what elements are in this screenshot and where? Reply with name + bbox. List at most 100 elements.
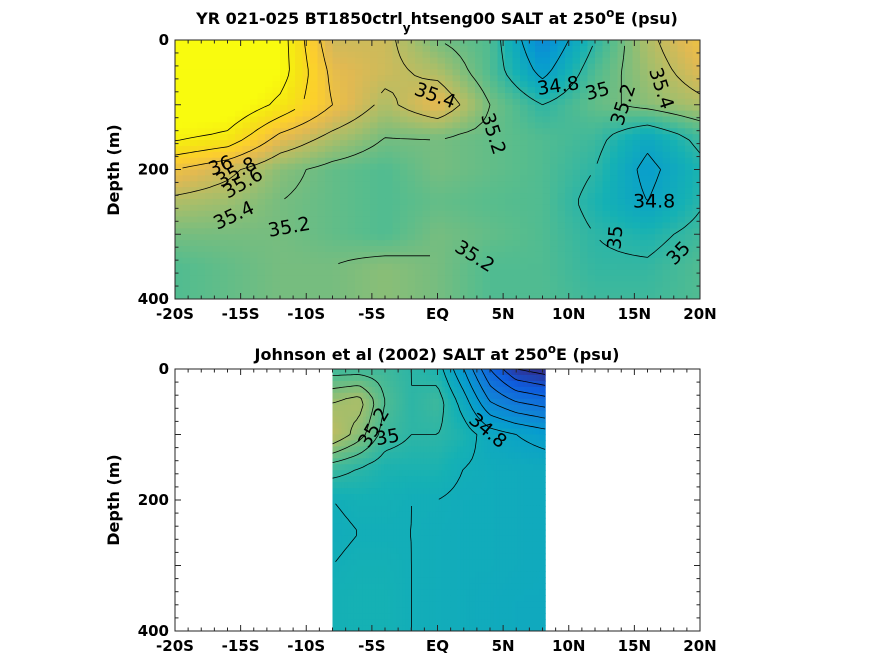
- heatmap-cell: [420, 386, 425, 394]
- heatmap-cell: [250, 45, 259, 53]
- heatmap-cell: [595, 210, 604, 218]
- heatmap-cell: [662, 181, 671, 188]
- heatmap-cell: [341, 440, 346, 447]
- heatmap-cell: [632, 240, 641, 247]
- heatmap-cell: [460, 275, 469, 282]
- heatmap-cell: [365, 505, 370, 513]
- heatmap-cell: [511, 386, 516, 394]
- heatmap-cell: [332, 240, 341, 247]
- heatmap-cell: [429, 494, 434, 501]
- heatmap-cell: [505, 87, 514, 94]
- heatmap-cell: [417, 392, 422, 400]
- heatmap-cell: [400, 92, 409, 100]
- heatmap-cell: [385, 140, 394, 147]
- heatmap-cell: [338, 452, 343, 459]
- heatmap-cell: [632, 122, 641, 129]
- heatmap-cell: [429, 369, 434, 376]
- heatmap-cell: [429, 440, 434, 447]
- heatmap-cell: [385, 222, 394, 229]
- heatmap-cell: [377, 269, 386, 277]
- heatmap-cell: [182, 204, 191, 212]
- heatmap-cell: [362, 476, 367, 483]
- heatmap-cell: [197, 222, 206, 229]
- heatmap-cell: [359, 404, 364, 412]
- heatmap-cell: [692, 210, 700, 218]
- heatmap-cell: [632, 198, 641, 206]
- heatmap-cell: [422, 204, 431, 212]
- heatmap-cell: [325, 128, 334, 135]
- heatmap-cell: [227, 251, 236, 259]
- heatmap-cell: [392, 222, 401, 229]
- heatmap-cell: [422, 198, 431, 206]
- heatmap-cell: [387, 374, 391, 382]
- heatmap-cell: [359, 440, 364, 447]
- heatmap-cell: [212, 140, 221, 147]
- heatmap-cell: [415, 151, 424, 159]
- heatmap-cell: [390, 452, 394, 459]
- heatmap-cell: [512, 222, 521, 229]
- heatmap-cell: [250, 263, 259, 271]
- heatmap-cell: [482, 287, 491, 294]
- heatmap-cell: [265, 40, 274, 47]
- heatmap-cell: [265, 181, 274, 188]
- heatmap-cell: [527, 222, 536, 229]
- heatmap-cell: [190, 104, 199, 112]
- heatmap-cell: [182, 251, 191, 259]
- heatmap-cell: [532, 464, 537, 471]
- heatmap-cell: [437, 234, 446, 241]
- heatmap-cell: [182, 87, 191, 94]
- heatmap-cell: [295, 269, 304, 277]
- heatmap-cell: [602, 45, 611, 53]
- heatmap-cell: [595, 128, 604, 135]
- heatmap-cell: [508, 458, 513, 465]
- heatmap-cell: [175, 92, 184, 100]
- contour-line: [175, 40, 700, 196]
- heatmap-cell: [375, 380, 379, 388]
- heatmap-cell: [572, 228, 581, 235]
- heatmap-cell: [377, 122, 386, 129]
- heatmap-cell: [310, 181, 319, 188]
- heatmap-cell: [512, 181, 521, 188]
- heatmap-cell: [595, 216, 604, 224]
- heatmap-cell: [344, 422, 349, 430]
- heatmap-cell: [482, 163, 491, 171]
- heatmap-cell: [344, 434, 349, 442]
- heatmap-cell: [529, 488, 534, 495]
- heatmap-cell: [393, 410, 397, 418]
- heatmap-cell: [505, 187, 514, 194]
- heatmap-cell: [647, 45, 656, 53]
- heatmap-cell: [457, 398, 461, 406]
- heatmap-cell: [310, 116, 319, 124]
- heatmap-cell: [487, 476, 492, 483]
- heatmap-cell: [347, 494, 352, 501]
- heatmap-cell: [632, 187, 641, 194]
- heatmap-cell: [430, 134, 439, 141]
- heatmap-cell: [392, 287, 401, 294]
- heatmap-cell: [197, 69, 206, 76]
- heatmap-cell: [542, 293, 551, 299]
- heatmap-cell: [565, 69, 574, 76]
- heatmap-cell: [655, 92, 664, 100]
- heatmap-cell: [205, 140, 214, 147]
- heatmap-cell: [640, 87, 649, 94]
- heatmap-cell: [632, 175, 641, 182]
- heatmap-cell: [535, 287, 544, 294]
- heatmap-cell: [580, 81, 589, 88]
- heatmap-cell: [365, 464, 370, 471]
- heatmap-cell: [417, 410, 422, 418]
- heatmap-cell: [550, 198, 559, 206]
- heatmap-cell: [362, 494, 367, 501]
- heatmap-cell: [287, 104, 296, 112]
- heatmap-cell: [520, 145, 529, 153]
- heatmap-cell: [381, 398, 385, 406]
- heatmap-cell: [460, 246, 469, 253]
- heatmap-cell: [432, 374, 437, 382]
- heatmap-cell: [539, 440, 543, 447]
- heatmap-cell: [475, 410, 479, 418]
- heatmap-cell: [362, 434, 367, 442]
- heatmap-cell: [182, 263, 191, 271]
- heatmap-cell: [402, 374, 406, 382]
- heatmap-cell: [387, 482, 391, 489]
- heatmap-cell: [526, 446, 531, 453]
- heatmap-cell: [692, 169, 700, 176]
